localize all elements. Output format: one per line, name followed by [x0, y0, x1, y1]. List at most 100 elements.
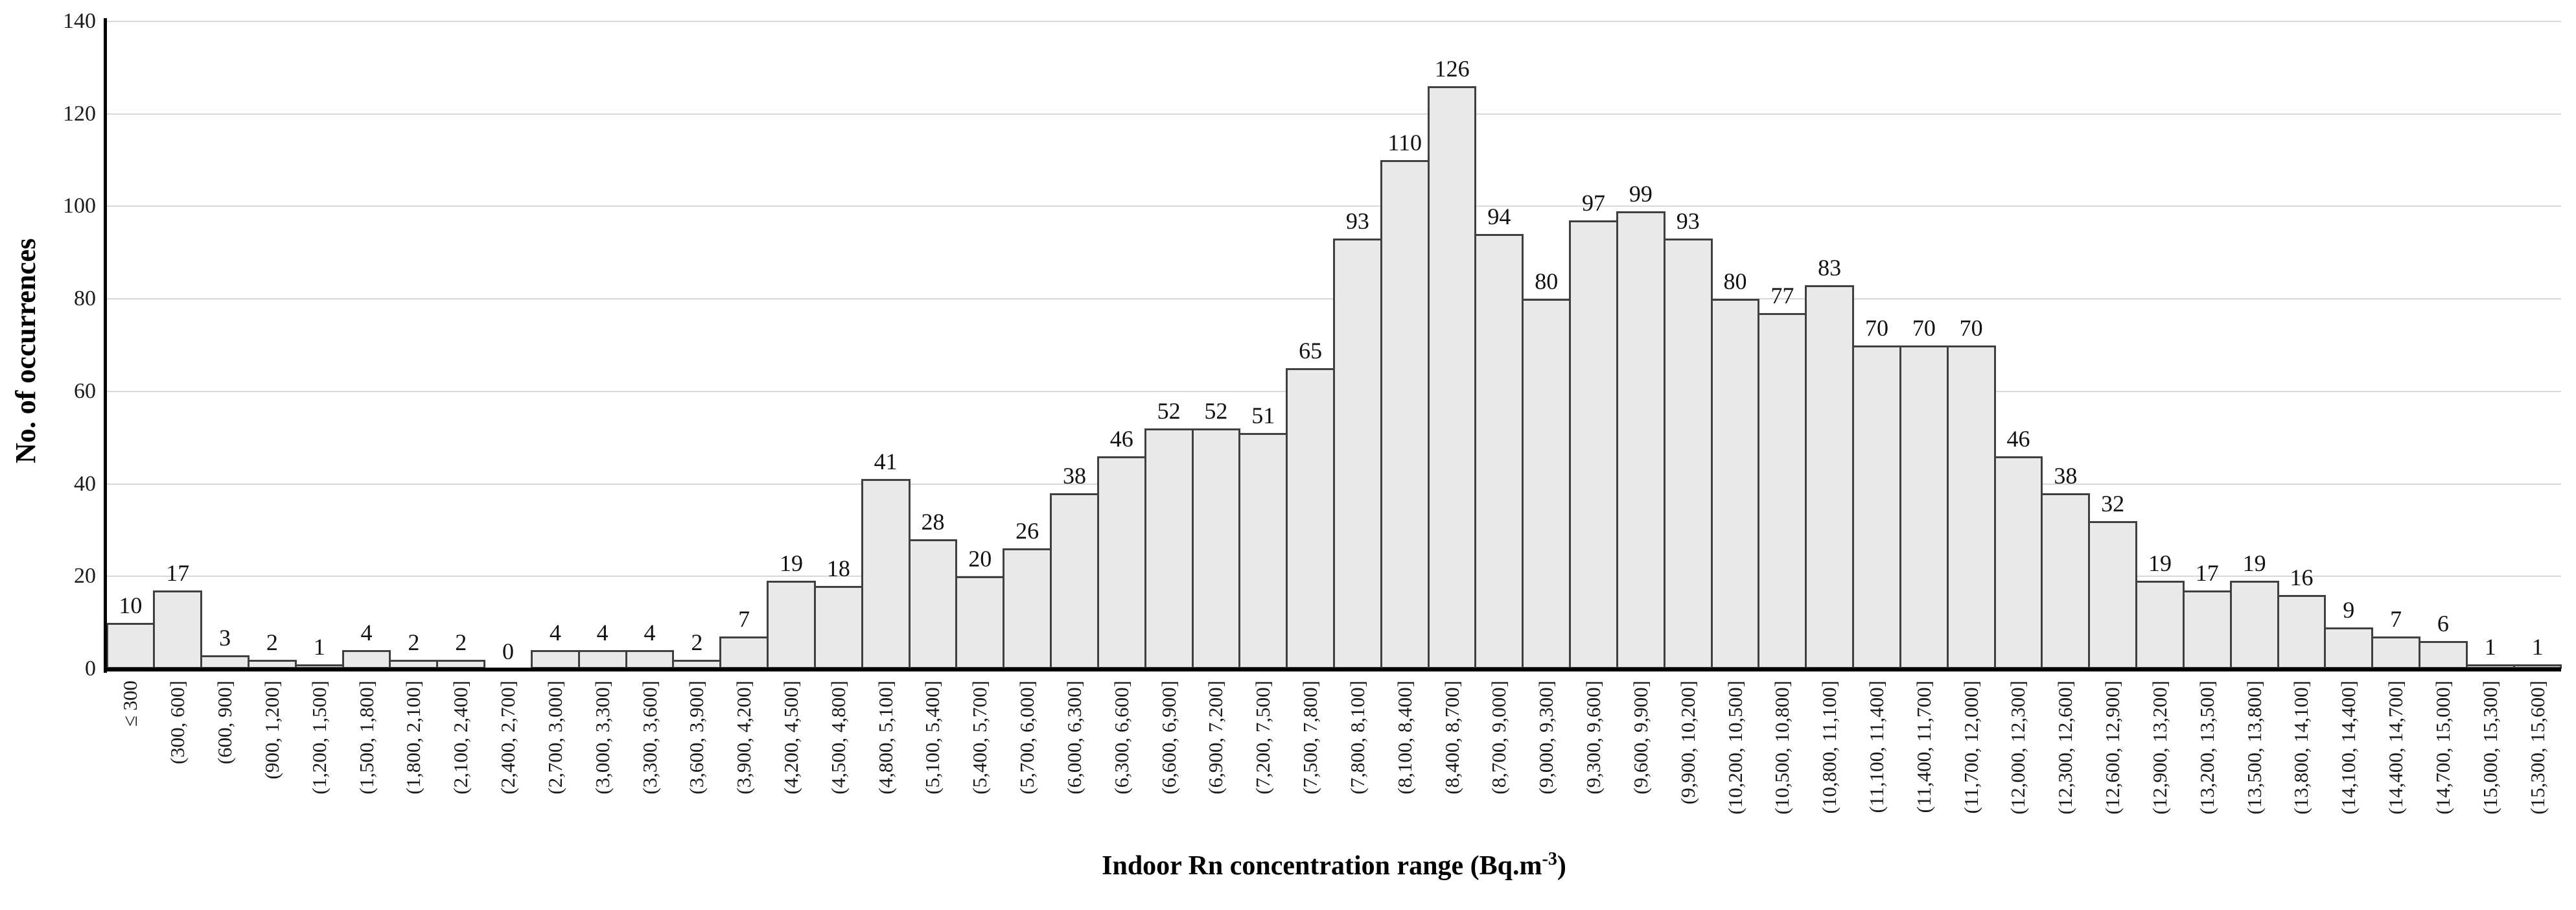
bar [1616, 211, 1665, 669]
x-tick-label: (3,300, 3,600] [638, 681, 661, 795]
bar-value-label: 32 [2101, 490, 2125, 517]
x-tick-label: (14,400, 14,700] [2384, 681, 2408, 815]
x-tick-label: (2,100, 2,400] [449, 681, 472, 795]
x-tick-label: (15,300, 15,600] [2525, 681, 2549, 815]
y-tick-label-140: 140 [63, 9, 96, 33]
x-tick-label: (4,500, 4,800] [826, 681, 850, 795]
x-tick-label: (900, 1,200] [260, 681, 283, 780]
x-tick-label: (9,300, 9,600] [1582, 681, 1605, 795]
bar-value-label: 80 [1723, 268, 1747, 295]
x-tick-label: (12,300, 12,600] [2054, 681, 2077, 815]
y-tick-label-100: 100 [63, 194, 96, 218]
bar [2041, 493, 2091, 669]
bar [1805, 285, 1855, 669]
bar [767, 581, 816, 669]
bar [153, 590, 203, 669]
bar [2229, 581, 2279, 669]
x-tick-label: (5,700, 6,000] [1015, 681, 1039, 795]
bar-value-label: 2 [266, 629, 278, 655]
bar-value-label: 99 [1629, 180, 1653, 207]
bar-value-label: 77 [1770, 282, 1794, 309]
bar [1522, 299, 1572, 669]
bar [1003, 548, 1052, 669]
gridline-y-140 [107, 21, 2561, 22]
bar-value-label: 17 [2195, 559, 2219, 586]
x-tick-label: (6,000, 6,300] [1062, 681, 1085, 795]
x-tick-label: (9,900, 10,200] [1676, 681, 1699, 805]
x-axis-line [104, 668, 2561, 671]
bar [1663, 239, 1713, 669]
x-tick-label: (1,200, 1,500] [307, 681, 331, 795]
bar-value-label: 38 [1062, 462, 1086, 489]
bar [2277, 594, 2327, 669]
bar-value-label: 83 [1818, 254, 1842, 281]
y-tick-label-20: 20 [74, 564, 96, 589]
x-tick-label: (1,500, 1,800] [354, 681, 378, 795]
bar [577, 650, 627, 669]
bar [1097, 456, 1146, 669]
bar [1050, 493, 1099, 669]
bar [1380, 160, 1430, 669]
bar-value-label: 97 [1582, 189, 1606, 216]
x-axis-title-text: Indoor Rn concentration range (Bq.m [1102, 851, 1542, 881]
x-tick-label: (13,500, 13,800] [2242, 681, 2266, 815]
gridline-y-100 [107, 205, 2561, 207]
x-tick-label: (4,200, 4,500] [779, 681, 802, 795]
x-tick-label: (5,400, 5,700] [968, 681, 992, 795]
bar-value-label: 1 [2484, 633, 2496, 660]
x-axis-title: Indoor Rn concentration range (Bq.m-3) [107, 849, 2561, 881]
bar-value-label: 2 [691, 629, 703, 655]
x-tick-label: (3,000, 3,300] [590, 681, 614, 795]
x-tick-label: (600, 900] [213, 681, 237, 765]
bar-value-label: 41 [874, 449, 898, 475]
bar [955, 576, 1005, 669]
bar-value-label: 9 [2343, 596, 2355, 623]
bar [1474, 234, 1524, 669]
x-tick-label: (10,200, 10,500] [1723, 681, 1746, 815]
x-tick-label: (2,700, 3,000] [543, 681, 566, 795]
y-tick-label-80: 80 [74, 286, 96, 311]
bar-value-label: 0 [502, 638, 515, 664]
x-tick-label: (11,700, 12,000] [1959, 681, 1982, 814]
x-tick-label: (14,700, 15,000] [2431, 681, 2454, 815]
x-tick-label: (3,600, 3,900] [685, 681, 708, 795]
x-tick-label: (11,400, 11,700] [1912, 681, 1935, 813]
x-tick-label: (2,400, 2,700] [496, 681, 520, 795]
bar-value-label: 4 [644, 620, 656, 646]
bar-value-label: 4 [549, 620, 561, 646]
x-tick-label: (6,900, 7,200] [1204, 681, 1227, 795]
x-tick-label: (3,900, 4,200] [732, 681, 756, 795]
bar-value-label: 94 [1487, 204, 1511, 230]
bar-value-label: 1 [313, 633, 325, 660]
bar [1758, 312, 1807, 669]
x-axis-title-close: ) [1557, 851, 1566, 881]
x-tick-label: (10,800, 11,100] [1818, 681, 1841, 814]
x-tick-label: (7,800, 8,100] [1345, 681, 1369, 795]
x-tick-label: (15,000, 15,300] [2478, 681, 2501, 815]
bar-value-label: 26 [1015, 518, 1039, 544]
bar [1144, 428, 1194, 669]
bar-value-label: 126 [1434, 55, 1470, 82]
x-tick-label: (12,600, 12,900] [2101, 681, 2124, 815]
bar-value-label: 17 [166, 559, 190, 586]
bar-value-label: 4 [596, 620, 609, 646]
bar-value-label: 110 [1387, 130, 1422, 156]
x-tick-label: (13,200, 13,500] [2195, 681, 2218, 815]
x-tick-label: (6,300, 6,600] [1109, 681, 1133, 795]
x-tick-label: (8,700, 9,000] [1487, 681, 1511, 795]
y-tick-label-120: 120 [63, 101, 96, 126]
x-tick-label: (9,600, 9,900] [1629, 681, 1652, 795]
x-tick-label: (4,800, 5,100] [874, 681, 897, 795]
bar-value-label: 52 [1204, 397, 1228, 424]
x-tick-label: (14,100, 14,400] [2337, 681, 2360, 815]
y-axis-title: No. of occurrences [10, 238, 41, 463]
bar [530, 650, 580, 669]
x-tick-label: (13,800, 14,100] [2290, 681, 2313, 815]
bar [2088, 520, 2138, 669]
x-tick-label: (5,100, 5,400] [921, 681, 944, 795]
bar-value-label: 93 [1676, 208, 1700, 235]
x-tick-label: (8,100, 8,400] [1393, 681, 1416, 795]
bar [2371, 636, 2420, 669]
bar [1899, 345, 1949, 669]
bar [1286, 368, 1335, 669]
